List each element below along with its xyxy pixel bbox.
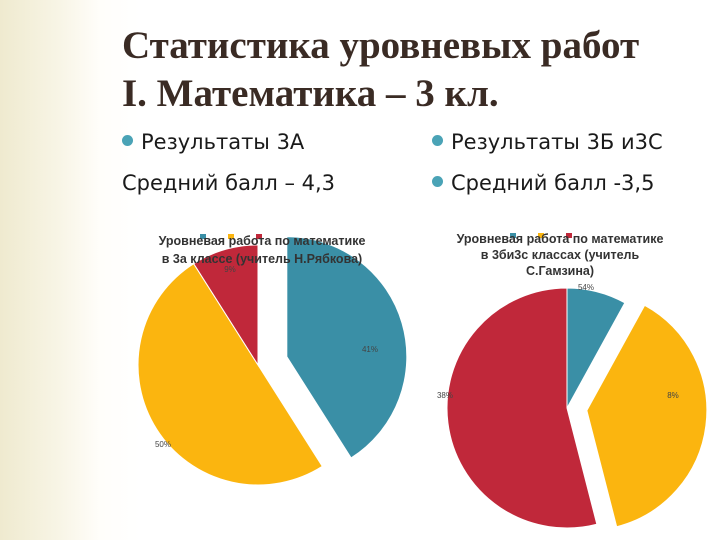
right-results-bullet: Результаты 3Б и3С <box>432 130 663 154</box>
pie-slice-1-2 <box>446 287 598 529</box>
right-average-text: Средний балл -3,5 <box>451 171 655 195</box>
slide-title-line-1: Статистика уровневых работ <box>122 24 640 67</box>
data-label-0-0: 41% <box>362 345 378 354</box>
left-average-text: Средний балл – 4,3 <box>122 171 336 195</box>
chart-title-1-line-0: Уровневая работа по математике <box>457 232 664 246</box>
legend-swatch-1-2 <box>566 233 572 238</box>
slide-title: Статистика уровневых работ I. Математика… <box>122 22 702 118</box>
left-results-bullet: Результаты 3А <box>122 130 304 154</box>
data-label-1-1: 38% <box>437 391 453 400</box>
chart-title-0-line-1: в 3а классе (учитель Н.Рябкова) <box>162 252 362 266</box>
left-results-text: Результаты 3А <box>141 130 305 154</box>
pie-slice-0-1 <box>137 262 323 486</box>
chart-left: Уровневая работа по математике в 3а класс… <box>137 234 408 486</box>
data-label-1-0: 8% <box>667 391 679 400</box>
pie-slice-0-2 <box>193 244 259 367</box>
right-average-bullet: Средний балл -3,5 <box>432 171 654 195</box>
bullet-dot-icon <box>432 176 443 187</box>
chart-right: Уровневая работа по математике в 3би3с кл… <box>437 232 708 529</box>
data-label-1-2: 54% <box>578 283 594 292</box>
legend-swatch-1-0 <box>510 233 516 238</box>
bullet-dot-icon <box>432 135 443 146</box>
slide-title-line-2: I. Математика – 3 кл. <box>122 72 499 115</box>
legend-swatch-0-2 <box>256 234 262 239</box>
right-results-text: Результаты 3Б и3С <box>451 130 663 154</box>
legend-swatch-1-1 <box>538 233 544 238</box>
data-label-0-2: 9% <box>224 265 236 274</box>
bullet-dot-icon <box>122 135 133 146</box>
legend-swatch-0-1 <box>228 234 234 239</box>
chart-title-1-line-1: в 3би3с классах (учитель <box>481 248 640 262</box>
pie-slice-1-1 <box>586 304 708 528</box>
pie-slice-0-0 <box>286 236 408 459</box>
legend-swatch-0-0 <box>200 234 206 239</box>
chart-title-0-line-0: Уровневая работа по математике <box>159 234 366 248</box>
data-label-0-1: 50% <box>155 440 171 449</box>
chart-title-1-line-2: С.Гамзина) <box>526 264 594 278</box>
